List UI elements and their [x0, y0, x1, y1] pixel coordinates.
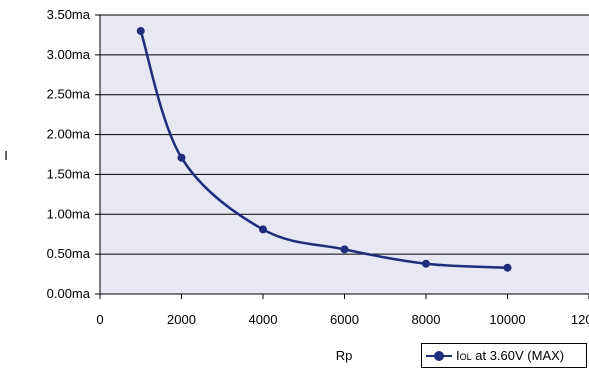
y-axis-title: I	[4, 148, 8, 163]
y-tick-label: 1.50ma	[47, 166, 91, 181]
x-tick-label: 4000	[249, 312, 278, 327]
y-tick-label: 0.50ma	[47, 246, 91, 261]
data-point	[259, 225, 267, 234]
y-tick-labels: 0.00ma 0.50ma 1.00ma 1.50ma 2.00ma 2.50ma 3.00…	[47, 7, 91, 301]
x-tick-label: 2000	[167, 312, 196, 327]
series-group	[136, 26, 512, 272]
y-tick-label: 3.00ma	[47, 47, 91, 62]
y-tick-label: 0.00ma	[47, 286, 91, 301]
legend-label-rest: at 3.60V (MAX)	[471, 348, 565, 363]
legend: IOL at 3.60V (MAX)	[421, 343, 587, 368]
y-tick-label: 2.50ma	[47, 87, 91, 102]
data-point	[422, 259, 430, 268]
data-point	[340, 245, 349, 254]
data-point	[177, 153, 186, 162]
y-tick-label: 1.00ma	[47, 206, 91, 221]
series-line	[139, 30, 508, 269]
data-point	[503, 263, 512, 272]
axes	[95, 14, 589, 299]
x-axis-title: Rp	[336, 348, 353, 363]
legend-label-main: I	[456, 348, 460, 363]
data-point	[136, 26, 145, 35]
legend-label-sub: OL	[459, 352, 472, 362]
x-tick-label: 8000	[412, 312, 441, 327]
x-tick-label: 10000	[489, 312, 525, 327]
x-tick-label: 12000	[571, 312, 589, 327]
y-tick-label: 2.00ma	[47, 127, 91, 142]
x-tick-labels: 0 2000 4000 6000 8000 10000 12000	[96, 312, 589, 327]
x-tick-label: 0	[96, 312, 103, 327]
legend-label: IOL at 3.60V (MAX)	[456, 348, 564, 363]
x-tick-label: 6000	[330, 312, 359, 327]
legend-swatch	[426, 350, 452, 362]
legend-marker	[434, 350, 444, 361]
y-tick-label: 3.50ma	[47, 7, 91, 22]
